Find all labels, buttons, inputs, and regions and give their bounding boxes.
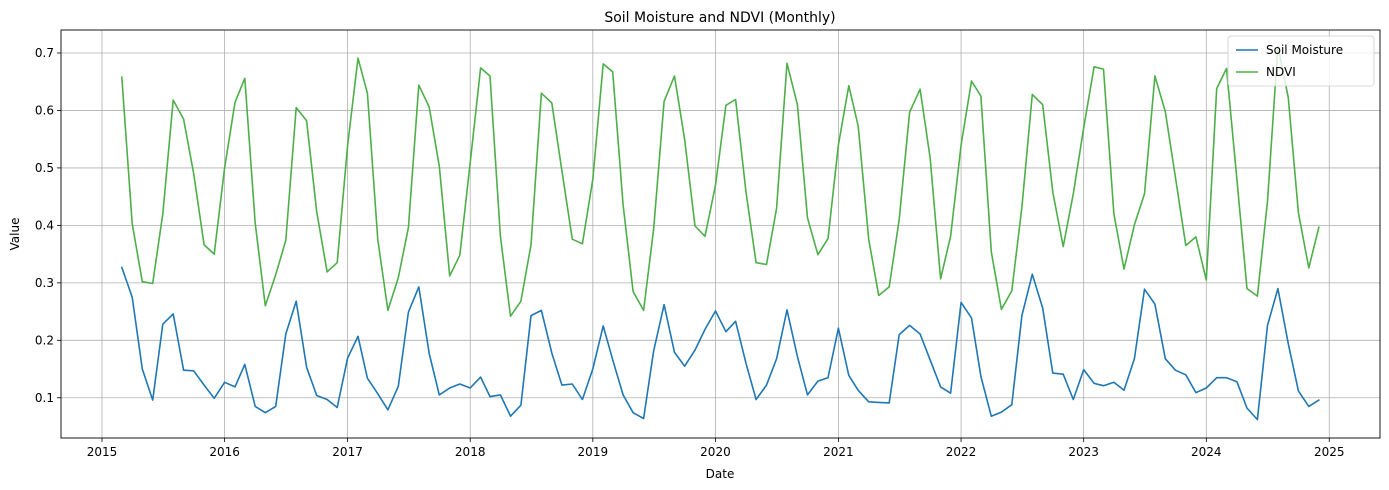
series-line-ndvi xyxy=(121,45,1320,318)
y-tick-label: 0.1 xyxy=(35,391,54,405)
x-axis: 2015 2016 2017 2018 2019 2020 2021 2022 2023 2024… xyxy=(87,438,1345,459)
x-tick-label: 2020 xyxy=(700,445,731,459)
chart-title: Soil Moisture and NDVI (Monthly) xyxy=(604,10,835,26)
y-tick-label: 0.3 xyxy=(35,276,54,290)
legend-box xyxy=(1227,35,1375,87)
legend: Soil Moisture NDVI xyxy=(1227,35,1375,87)
y-tick-label: 0.7 xyxy=(35,46,54,60)
y-axis-label: Value xyxy=(8,218,22,251)
y-tick-label: 0.2 xyxy=(35,333,54,347)
grid xyxy=(61,30,1380,438)
x-tick-label: 2018 xyxy=(455,445,486,459)
x-tick-label: 2019 xyxy=(578,445,609,459)
x-tick-label: 2015 xyxy=(87,445,118,459)
y-tick-label: 0.4 xyxy=(35,218,54,232)
y-tick-label: 0.6 xyxy=(35,103,54,117)
y-tick-label: 0.5 xyxy=(35,161,54,175)
x-tick-label: 2025 xyxy=(1314,445,1345,459)
plot-lines xyxy=(121,45,1320,421)
y-axis: 0.1 0.2 0.3 0.4 0.5 0.6 0.7 xyxy=(35,46,61,405)
x-axis-label: Date xyxy=(706,467,735,481)
legend-label: Soil Moisture xyxy=(1266,43,1343,57)
x-tick-label: 2021 xyxy=(823,445,854,459)
x-tick-label: 2016 xyxy=(209,445,240,459)
x-tick-label: 2017 xyxy=(332,445,363,459)
legend-label: NDVI xyxy=(1266,65,1296,79)
x-tick-label: 2023 xyxy=(1068,445,1099,459)
x-tick-label: 2024 xyxy=(1191,445,1222,459)
series-line-soil-moisture xyxy=(121,266,1320,421)
plot-frame xyxy=(60,29,1381,439)
x-tick-label: 2022 xyxy=(946,445,977,459)
